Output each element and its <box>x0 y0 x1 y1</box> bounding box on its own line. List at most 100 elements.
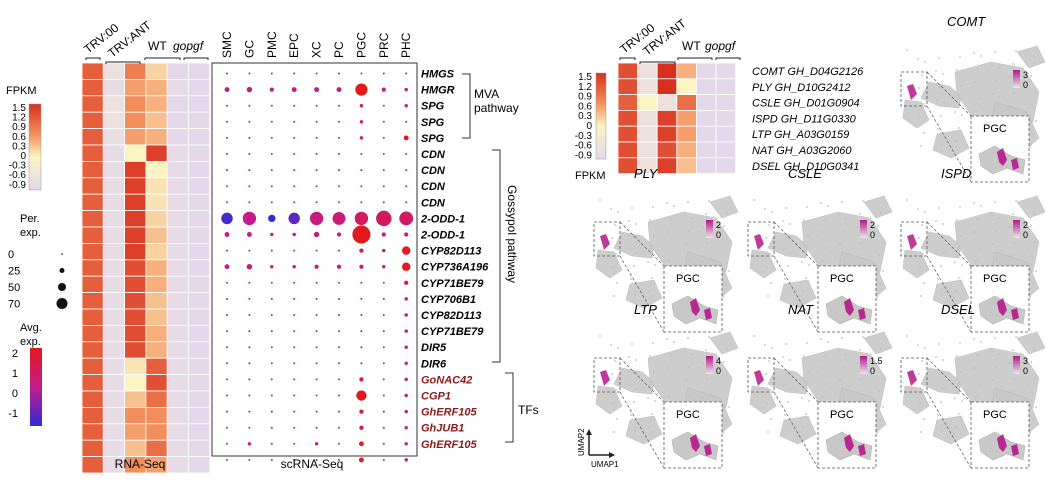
umap-colorbar-min: 0 <box>870 230 875 240</box>
right-group-bracket <box>677 57 713 60</box>
dotplot-dot <box>293 153 296 155</box>
rnaseq-cell <box>188 341 211 359</box>
umap-point <box>653 235 655 237</box>
umap-point <box>974 231 976 233</box>
umap-point <box>856 226 858 228</box>
dotplot-dot <box>315 426 318 429</box>
dotplot-dot <box>293 410 296 413</box>
rnaseq-cell <box>145 292 168 310</box>
umap-point <box>1034 241 1036 243</box>
umap-title: NAT <box>788 302 814 317</box>
dotplot-dot <box>247 442 252 446</box>
dotplot-dot <box>248 72 251 75</box>
umap-point <box>630 278 632 280</box>
dotplot-dot <box>382 442 385 445</box>
umap-point <box>824 354 826 356</box>
right-heatmap-cell <box>676 62 697 80</box>
umap-zoom-source-box <box>593 221 621 257</box>
umap-point <box>959 56 961 58</box>
umap-point <box>882 406 884 408</box>
avg-exp-tick-label: 2 <box>12 348 18 360</box>
umap-point <box>616 282 618 284</box>
umap-colorbar-min: 0 <box>870 366 875 376</box>
umap-cell-cluster <box>920 367 962 395</box>
umap-colorbar <box>860 356 867 374</box>
umap-point <box>843 259 845 261</box>
gene-label: HMGR <box>421 85 455 97</box>
dotplot-dot <box>270 346 273 349</box>
umap-point <box>687 201 689 203</box>
dotplot-dot <box>248 362 251 365</box>
umap-point <box>632 372 634 374</box>
dotplot-dot <box>293 314 296 316</box>
rnaseq-cell <box>188 193 211 211</box>
dotplot-dot <box>315 185 318 188</box>
dotplot-dot <box>315 136 318 139</box>
umap-point <box>765 237 767 239</box>
per-exp-size-legend: 0 25 50 70 <box>8 249 68 311</box>
dotplot-dot <box>315 153 318 155</box>
umap-point <box>767 431 769 433</box>
right-heatmap-cell <box>656 62 678 80</box>
dotplot-dot <box>292 264 296 269</box>
dotplot-dot <box>248 185 251 188</box>
mva-label-line2: pathway <box>474 101 519 115</box>
rnaseq-cell <box>166 210 189 228</box>
umap-point <box>770 418 772 420</box>
rnaseq-cell <box>124 341 147 359</box>
right-fpkm-tick: -0.9 <box>575 150 593 161</box>
dotplot-dot <box>293 394 296 397</box>
umap-inset-highlight <box>997 148 1019 170</box>
gene-label: CDN <box>421 165 446 177</box>
umap-point <box>617 211 619 213</box>
umap-point <box>880 348 882 350</box>
umap-axes: UMAP1 UMAP2 <box>577 428 619 469</box>
rnaseq-cell <box>145 275 168 294</box>
umap-point <box>702 362 704 364</box>
umap-point <box>722 296 724 298</box>
umap-colorbar-min: 0 <box>1023 80 1028 90</box>
umap-point <box>666 338 668 340</box>
umap-point <box>821 367 823 369</box>
gene-label: CDN <box>421 149 446 161</box>
dotplot-dot <box>401 262 411 271</box>
rnaseq-cell <box>145 406 168 425</box>
cell-type-label: PHC <box>399 32 413 58</box>
umap-title: LTP <box>634 302 657 317</box>
dotplot-dot <box>405 72 408 75</box>
dotplot-dot <box>270 362 273 365</box>
dotplot-dot <box>248 410 251 413</box>
umap-point <box>919 402 921 404</box>
rnaseq-cell <box>166 242 189 261</box>
dotplot-dot <box>248 201 251 204</box>
dotplot-dot <box>242 211 257 226</box>
umap-inset-highlight <box>844 434 866 456</box>
dotplot-dot <box>226 458 228 461</box>
dotplot-dot <box>270 201 273 204</box>
pathway-brackets: MVA pathway Gossypol pathway TFs <box>462 73 539 443</box>
dotplot-frame <box>211 62 418 457</box>
umap-point <box>629 385 631 387</box>
umap-point <box>959 206 961 208</box>
dotplot-dot <box>270 249 273 252</box>
dotplot-dot <box>360 281 363 284</box>
umap-point <box>647 261 649 263</box>
umap-point <box>839 243 841 245</box>
umap-point <box>935 356 937 358</box>
umap-point <box>977 354 979 356</box>
right-heatmap-cell <box>617 125 639 143</box>
rnaseq-cell <box>145 160 168 179</box>
rnaseq-cell <box>124 193 147 211</box>
gene-label: DIR5 <box>421 342 447 354</box>
dotplot-dot <box>226 442 228 445</box>
dotplot-dot <box>382 394 385 397</box>
cell-type-label: SMC <box>220 31 234 58</box>
dotplot-dot <box>270 458 273 461</box>
rnaseq-cell <box>166 374 189 392</box>
rnaseq-cell <box>166 390 189 408</box>
right-heatmap-cell <box>715 62 737 80</box>
umap-point <box>975 396 977 398</box>
dotplot-dot <box>270 169 273 172</box>
rnaseq-cell <box>81 341 104 359</box>
avg-exp-color-bar <box>30 348 42 426</box>
